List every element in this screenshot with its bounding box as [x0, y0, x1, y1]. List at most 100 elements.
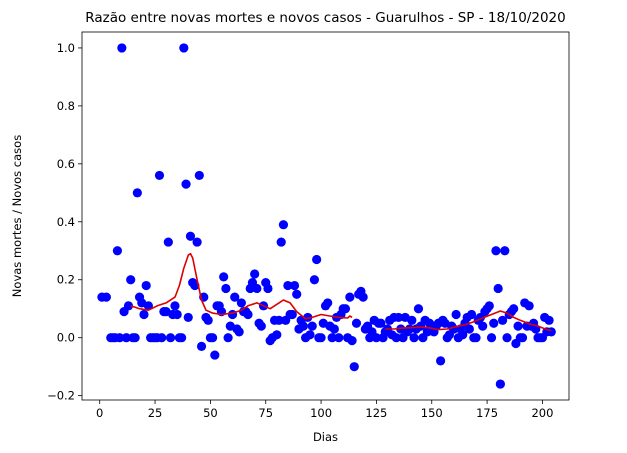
scatter-point — [194, 170, 204, 181]
scatter-point — [497, 315, 508, 325]
moving-average-line — [130, 252, 552, 332]
scatter-point — [409, 333, 419, 343]
scatter-point — [170, 301, 180, 311]
scatter-point — [451, 309, 461, 320]
scatter-point — [123, 301, 134, 311]
scatter-point — [345, 292, 355, 302]
x-tick-label: 75 — [258, 406, 273, 420]
scatter-point — [517, 333, 528, 343]
scatter-point — [289, 280, 300, 291]
scatter-point — [307, 321, 317, 331]
scatter-point — [298, 321, 308, 331]
scatter-point — [513, 321, 523, 331]
y-tick-label: 0.0 — [57, 331, 75, 345]
scatter-point — [292, 289, 302, 299]
y-tick-label: 0.8 — [57, 99, 75, 113]
scatter-point — [101, 292, 111, 302]
scatter-point — [329, 324, 339, 334]
scatter-point — [183, 312, 193, 323]
scatter-point — [177, 333, 187, 343]
x-tick-label: 50 — [203, 406, 218, 420]
scatter-point — [524, 301, 534, 311]
scatter-point — [405, 324, 415, 334]
scatter-point — [436, 356, 446, 366]
plot-area-content — [97, 43, 556, 389]
x-tick-label: 175 — [476, 406, 498, 420]
scatter-point — [316, 333, 326, 343]
scatter-point — [502, 333, 512, 343]
scatter-point — [181, 179, 191, 189]
scatter-point — [172, 309, 182, 320]
scatter-point — [491, 246, 501, 256]
scatter-point — [287, 309, 297, 320]
scatter-point — [371, 333, 382, 343]
chart-title: Razão entre novas mortes e novos casos -… — [85, 10, 565, 26]
scatter-point — [203, 315, 213, 325]
scatter-point — [263, 283, 273, 294]
x-tick-label: 25 — [148, 406, 163, 420]
scatter-point — [130, 333, 140, 343]
scatter-point — [132, 188, 142, 198]
scatter-point — [115, 333, 125, 343]
x-axis-ticks: 0 25 50 75 100 125 150 175 200 — [96, 400, 553, 420]
scatter-point — [256, 321, 266, 331]
scatter-point — [139, 309, 149, 320]
scatter-point — [157, 333, 167, 343]
scatter-point — [250, 269, 260, 279]
scatter-point — [407, 315, 417, 325]
scatter-point — [347, 335, 357, 346]
scatter-point — [413, 304, 424, 314]
scatter-point — [210, 350, 220, 360]
y-tick-label: 0.2 — [57, 273, 75, 287]
scatter-point — [327, 333, 337, 343]
scatter-point — [393, 312, 404, 323]
x-tick-label: 125 — [365, 406, 387, 420]
scatter-point — [141, 280, 151, 291]
scatter-point — [309, 275, 320, 285]
scatter-point — [478, 321, 488, 331]
scatter-point — [165, 333, 176, 343]
scatter-point — [185, 231, 196, 241]
scatter-point — [340, 304, 351, 314]
scatter-point — [219, 272, 229, 282]
scatter-point — [278, 220, 289, 230]
y-tick-label: 0.4 — [57, 215, 75, 229]
scatter-point — [154, 170, 165, 181]
scatter-point — [276, 237, 286, 247]
scatter-point — [489, 318, 499, 328]
scatter-point — [358, 292, 368, 302]
scatter-point — [179, 43, 189, 53]
scatter-point — [274, 315, 284, 325]
scatter-point — [493, 283, 503, 294]
scatter-point — [192, 237, 202, 247]
scatter-point — [486, 333, 497, 343]
scatter-point — [208, 333, 218, 343]
scatter-point — [143, 301, 154, 311]
scatter-point — [121, 333, 131, 343]
scatter-point — [243, 309, 253, 320]
scatter-point — [349, 362, 359, 372]
scatter-point — [509, 304, 519, 314]
y-tick-label: 0.6 — [57, 157, 75, 171]
scatter-point — [464, 324, 474, 334]
scatter-point — [163, 237, 173, 247]
scatter-point — [252, 283, 262, 294]
x-axis-label: Dias — [313, 430, 338, 444]
y-axis-label: Novas mortes / Novos casos — [10, 135, 24, 297]
scatter-point — [544, 315, 554, 325]
y-axis-ticks: −0.2 0.0 0.2 0.4 0.6 0.8 1.0 — [47, 41, 82, 403]
scatter-point — [223, 333, 233, 343]
scatter-point — [117, 43, 127, 53]
scatter-point — [234, 327, 244, 337]
scatter-point — [283, 280, 293, 291]
x-tick-label: 0 — [96, 406, 103, 420]
x-tick-label: 150 — [421, 406, 443, 420]
scatter-point — [467, 309, 477, 320]
scatter-point — [351, 318, 362, 328]
scatter-point — [312, 254, 322, 265]
scatter-point — [323, 298, 333, 308]
scatter-point — [458, 330, 468, 340]
y-tick-label: 1.0 — [57, 41, 75, 55]
scatter-point — [391, 333, 401, 343]
